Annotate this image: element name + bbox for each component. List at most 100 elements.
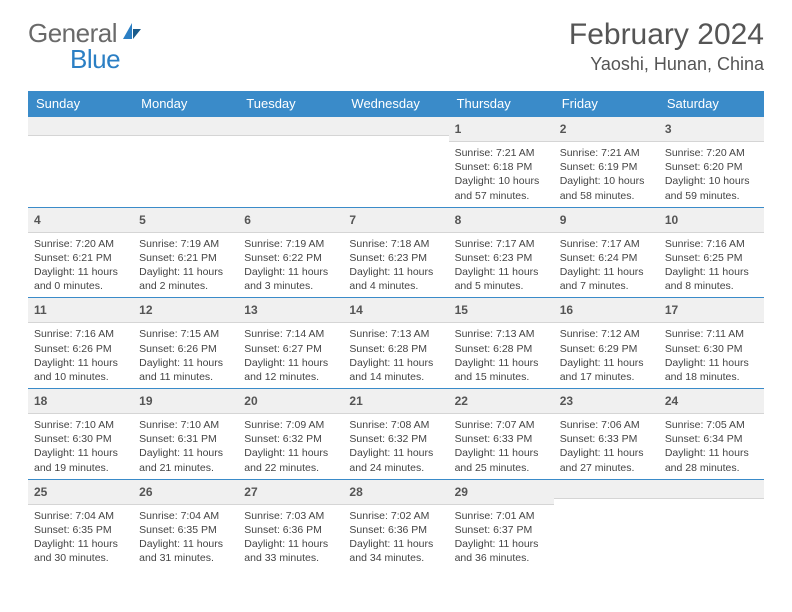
- weekday-header: Monday: [133, 91, 238, 116]
- day-details: Sunrise: 7:04 AMSunset: 6:35 PMDaylight:…: [133, 505, 238, 570]
- day-number: 3: [665, 122, 672, 136]
- sunrise-text: Sunrise: 7:01 AM: [455, 509, 548, 523]
- day-number: 4: [34, 213, 41, 227]
- daylight-text: Daylight: 11 hours and 24 minutes.: [349, 446, 442, 474]
- sunrise-text: Sunrise: 7:09 AM: [244, 418, 337, 432]
- day-number: 19: [139, 394, 152, 408]
- calendar-day-cell: 17 Sunrise: 7:11 AMSunset: 6:30 PMDayligh…: [659, 297, 764, 388]
- day-number: 26: [139, 485, 152, 499]
- calendar-week-row: 1Sunrise: 7:21 AMSunset: 6:18 PMDaylight…: [28, 116, 764, 207]
- sunset-text: Sunset: 6:34 PM: [665, 432, 758, 446]
- daylight-text: Daylight: 11 hours and 4 minutes.: [349, 265, 442, 293]
- calendar-day-cell: 18 Sunrise: 7:10 AMSunset: 6:30 PMDayligh…: [28, 388, 133, 479]
- weekday-header: Sunday: [28, 91, 133, 116]
- day-details: Sunrise: 7:10 AMSunset: 6:31 PMDaylight:…: [133, 414, 238, 479]
- sunset-text: Sunset: 6:26 PM: [34, 342, 127, 356]
- calendar-day-cell: 8Sunrise: 7:17 AMSunset: 6:23 PMDaylight…: [449, 207, 554, 298]
- sunset-text: Sunset: 6:30 PM: [665, 342, 758, 356]
- sunrise-text: Sunrise: 7:04 AM: [34, 509, 127, 523]
- sunrise-text: Sunrise: 7:16 AM: [34, 327, 127, 341]
- calendar-day-cell: [659, 479, 764, 570]
- sunset-text: Sunset: 6:27 PM: [244, 342, 337, 356]
- sunset-text: Sunset: 6:29 PM: [560, 342, 653, 356]
- day-details: Sunrise: 7:17 AMSunset: 6:24 PMDaylight:…: [554, 233, 659, 298]
- calendar-day-cell: 7Sunrise: 7:18 AMSunset: 6:23 PMDaylight…: [343, 207, 448, 298]
- day-details: Sunrise: 7:08 AMSunset: 6:32 PMDaylight:…: [343, 414, 448, 479]
- sunrise-text: Sunrise: 7:19 AM: [139, 237, 232, 251]
- day-details: Sunrise: 7:11 AMSunset: 6:30 PMDaylight:…: [659, 323, 764, 388]
- day-number: 18: [34, 394, 47, 408]
- sunset-text: Sunset: 6:25 PM: [665, 251, 758, 265]
- calendar-day-cell: [133, 116, 238, 207]
- day-number: 11: [34, 303, 47, 317]
- daylight-text: Daylight: 11 hours and 22 minutes.: [244, 446, 337, 474]
- calendar-day-cell: [343, 116, 448, 207]
- daylight-text: Daylight: 11 hours and 34 minutes.: [349, 537, 442, 565]
- calendar-day-cell: 26 Sunrise: 7:04 AMSunset: 6:35 PMDayligh…: [133, 479, 238, 570]
- calendar-table: Sunday Monday Tuesday Wednesday Thursday…: [28, 91, 764, 569]
- sunset-text: Sunset: 6:32 PM: [349, 432, 442, 446]
- day-details: Sunrise: 7:04 AMSunset: 6:35 PMDaylight:…: [28, 505, 133, 570]
- calendar-day-cell: 1Sunrise: 7:21 AMSunset: 6:18 PMDaylight…: [449, 116, 554, 207]
- sunrise-text: Sunrise: 7:18 AM: [349, 237, 442, 251]
- sunrise-text: Sunrise: 7:16 AM: [665, 237, 758, 251]
- day-number: 14: [349, 303, 362, 317]
- calendar-week-row: 18Sunrise: 7:10 AMSunset: 6:30 PMDayligh…: [28, 388, 764, 479]
- calendar-day-cell: 27 Sunrise: 7:03 AMSunset: 6:36 PMDayligh…: [238, 479, 343, 570]
- calendar-day-cell: 20 Sunrise: 7:09 AMSunset: 6:32 PMDayligh…: [238, 388, 343, 479]
- calendar-day-cell: 10Sunrise: 7:16 AMSunset: 6:25 PMDayligh…: [659, 207, 764, 298]
- daylight-text: Daylight: 11 hours and 19 minutes.: [34, 446, 127, 474]
- calendar-day-cell: 5Sunrise: 7:19 AMSunset: 6:21 PMDaylight…: [133, 207, 238, 298]
- daylight-text: Daylight: 11 hours and 30 minutes.: [34, 537, 127, 565]
- calendar-day-cell: 9 Sunrise: 7:17 AMSunset: 6:24 PMDaylight…: [554, 207, 659, 298]
- day-number: 20: [244, 394, 257, 408]
- weekday-header: Tuesday: [238, 91, 343, 116]
- sunset-text: Sunset: 6:31 PM: [139, 432, 232, 446]
- sunset-text: Sunset: 6:30 PM: [34, 432, 127, 446]
- day-number: 1: [455, 122, 462, 136]
- daylight-text: Daylight: 11 hours and 17 minutes.: [560, 356, 653, 384]
- calendar-week-row: 11Sunrise: 7:16 AMSunset: 6:26 PMDayligh…: [28, 297, 764, 388]
- day-details: Sunrise: 7:02 AMSunset: 6:36 PMDaylight:…: [343, 505, 448, 570]
- weekday-header-row: Sunday Monday Tuesday Wednesday Thursday…: [28, 91, 764, 116]
- sunset-text: Sunset: 6:22 PM: [244, 251, 337, 265]
- sunrise-text: Sunrise: 7:12 AM: [560, 327, 653, 341]
- day-number: 12: [139, 303, 152, 317]
- calendar-day-cell: 4Sunrise: 7:20 AMSunset: 6:21 PMDaylight…: [28, 207, 133, 298]
- day-number: 8: [455, 213, 462, 227]
- day-details: Sunrise: 7:06 AMSunset: 6:33 PMDaylight:…: [554, 414, 659, 479]
- daylight-text: Daylight: 11 hours and 11 minutes.: [139, 356, 232, 384]
- daylight-text: Daylight: 11 hours and 0 minutes.: [34, 265, 127, 293]
- sunrise-text: Sunrise: 7:17 AM: [455, 237, 548, 251]
- day-number: 10: [665, 213, 678, 227]
- day-number: 24: [665, 394, 678, 408]
- sunset-text: Sunset: 6:35 PM: [139, 523, 232, 537]
- daylight-text: Daylight: 11 hours and 33 minutes.: [244, 537, 337, 565]
- daylight-text: Daylight: 11 hours and 25 minutes.: [455, 446, 548, 474]
- daylight-text: Daylight: 10 hours and 57 minutes.: [455, 174, 548, 202]
- day-details: Sunrise: 7:09 AMSunset: 6:32 PMDaylight:…: [238, 414, 343, 479]
- day-number: 28: [349, 485, 362, 499]
- sunset-text: Sunset: 6:19 PM: [560, 160, 653, 174]
- day-details: Sunrise: 7:05 AMSunset: 6:34 PMDaylight:…: [659, 414, 764, 479]
- sunset-text: Sunset: 6:20 PM: [665, 160, 758, 174]
- day-number: 29: [455, 485, 468, 499]
- daylight-text: Daylight: 11 hours and 36 minutes.: [455, 537, 548, 565]
- sunrise-text: Sunrise: 7:10 AM: [34, 418, 127, 432]
- calendar-day-cell: 19 Sunrise: 7:10 AMSunset: 6:31 PMDayligh…: [133, 388, 238, 479]
- sunset-text: Sunset: 6:26 PM: [139, 342, 232, 356]
- day-number: 27: [244, 485, 257, 499]
- sunset-text: Sunset: 6:33 PM: [455, 432, 548, 446]
- daylight-text: Daylight: 11 hours and 18 minutes.: [665, 356, 758, 384]
- daylight-text: Daylight: 11 hours and 15 minutes.: [455, 356, 548, 384]
- weekday-header: Thursday: [449, 91, 554, 116]
- sunrise-text: Sunrise: 7:10 AM: [139, 418, 232, 432]
- day-number: 17: [665, 303, 678, 317]
- day-details: Sunrise: 7:03 AMSunset: 6:36 PMDaylight:…: [238, 505, 343, 570]
- day-number: 7: [349, 213, 356, 227]
- sunrise-text: Sunrise: 7:20 AM: [34, 237, 127, 251]
- sunset-text: Sunset: 6:21 PM: [139, 251, 232, 265]
- calendar-day-cell: 12Sunrise: 7:15 AMSunset: 6:26 PMDayligh…: [133, 297, 238, 388]
- sunrise-text: Sunrise: 7:20 AM: [665, 146, 758, 160]
- day-number: 9: [560, 213, 567, 227]
